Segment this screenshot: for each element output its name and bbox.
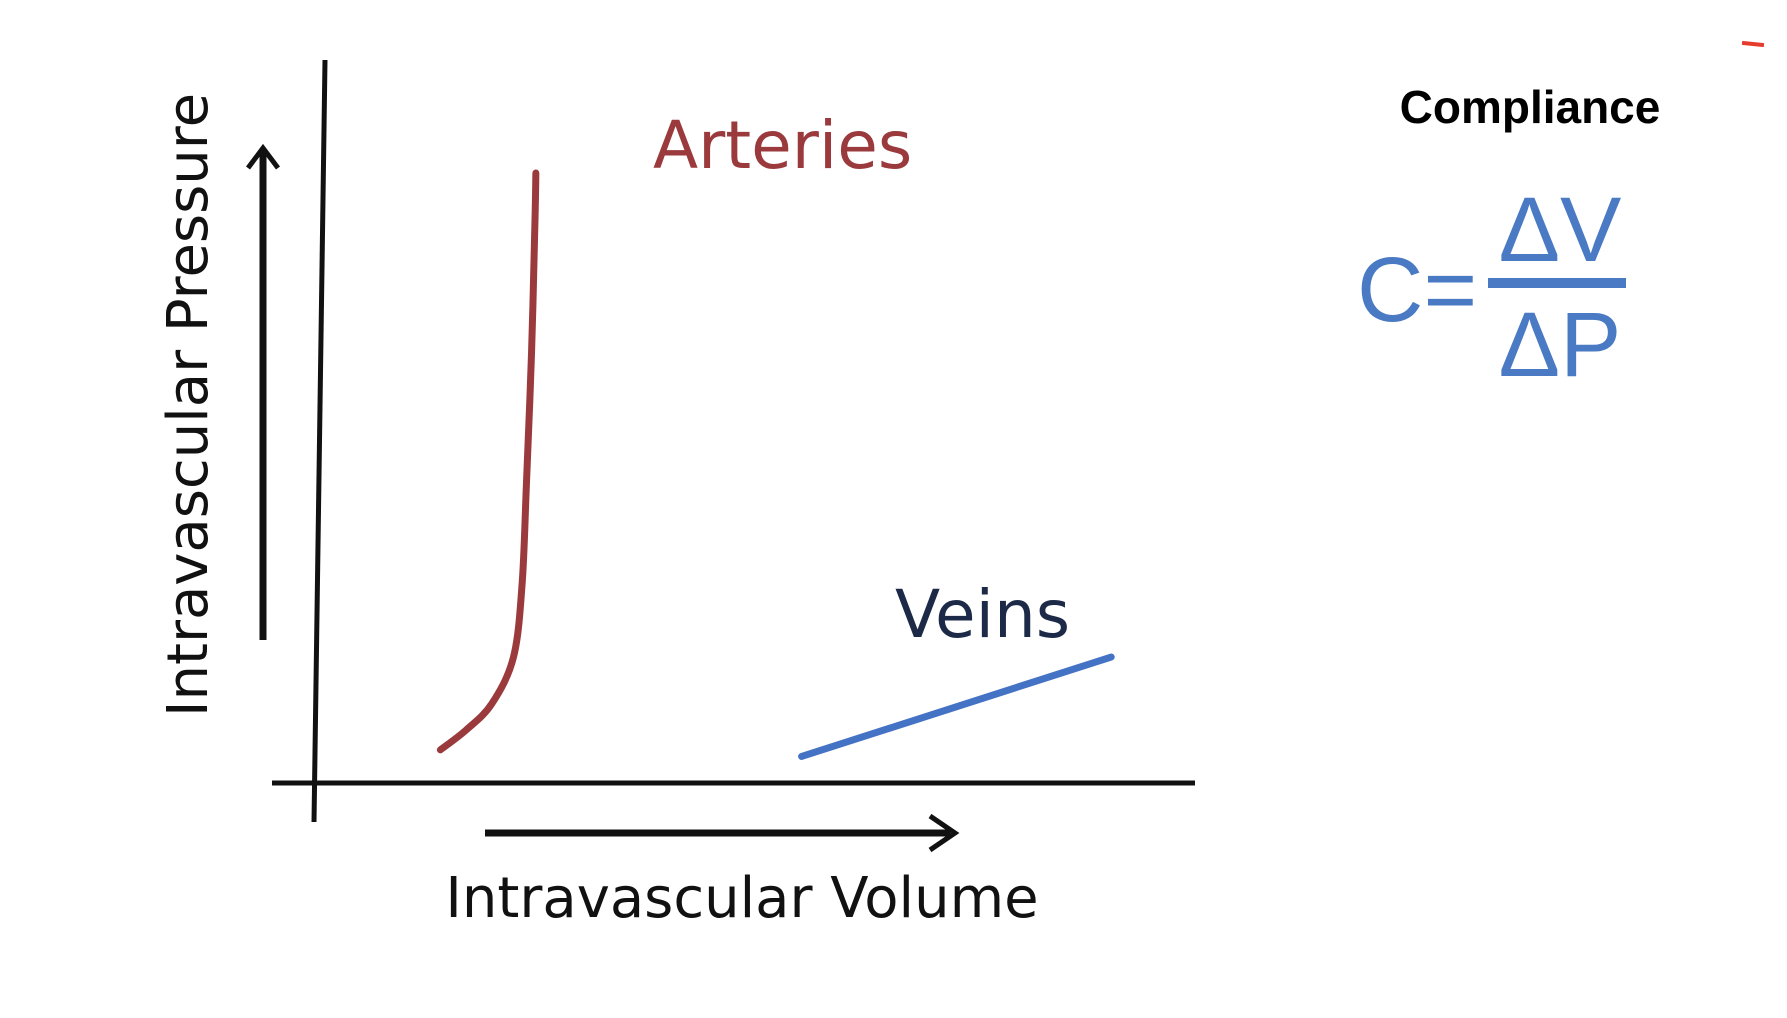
x-axis-title: Intravascular Volume [445,866,1038,931]
fraction-bar [1488,278,1626,288]
formula-lhs: C= [1357,239,1478,341]
formula-title: Compliance [1399,81,1661,133]
arteries-label: Arteries [653,107,912,184]
arteries-line [436,169,540,754]
y-axis-line [311,59,328,823]
x-direction-arrow [485,813,960,853]
formula-numerator: ΔV [1498,179,1622,281]
veins-line [798,653,1115,760]
formula-denominator: ΔP [1498,294,1622,396]
compliance-formula-panel: Compliance C= ΔV ΔP [1330,80,1730,400]
y-direction-arrow [246,143,280,640]
y-axis-title: Intravascular Pressure [156,93,221,717]
veins-label: Veins [895,576,1070,653]
